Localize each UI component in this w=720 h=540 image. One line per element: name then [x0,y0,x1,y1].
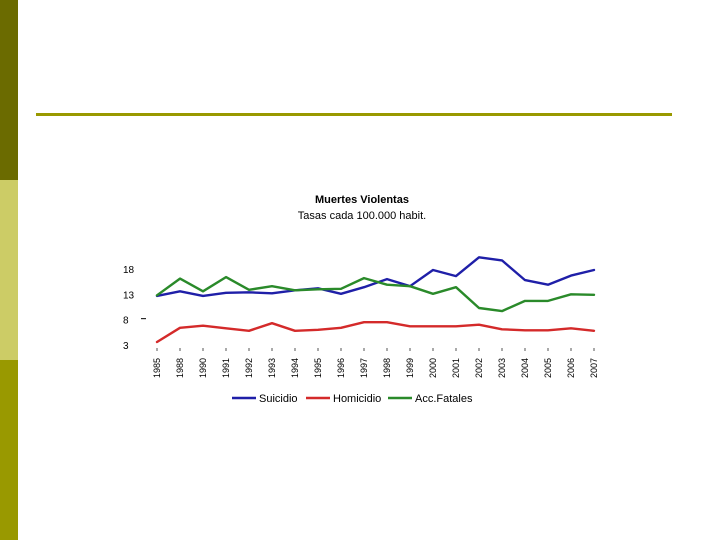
x-tick-label: 1985 [152,358,162,378]
chart-subtitle: Tasas cada 100.000 habit. [298,210,426,222]
x-tick-label: 1991 [221,358,231,378]
sidebar-stripe-light [0,180,18,360]
x-tick-label: 2002 [474,358,484,378]
x-tick-label: 1997 [359,358,369,378]
header-rule [36,113,672,116]
y-tick-label: 13 [123,290,135,301]
x-tick-label: 2007 [589,358,599,378]
x-tick-label: 1988 [175,358,185,378]
x-tick-label: 1995 [313,358,323,378]
x-tick-label: 2006 [566,358,576,378]
x-tick-label: 1996 [336,358,346,378]
y-tick-label: 18 [123,265,135,276]
x-tick-label: 1999 [405,358,415,378]
x-tick-label: 2005 [543,358,553,378]
y-tick-label: 8 [123,316,129,327]
x-tick-label: 1993 [267,358,277,378]
x-tick-label: 1994 [290,358,300,378]
x-tick-label: 1990 [198,358,208,378]
sidebar-stripes [0,0,18,540]
legend-label: Acc.Fatales [415,393,473,405]
legend-label: Suicidio [259,393,298,405]
series-line-suicidio [155,256,596,298]
sidebar-stripe-dark [0,0,18,180]
y-tick-label: 3 [123,341,129,352]
x-tick-label: 2001 [451,358,461,378]
x-tick-label: 1992 [244,358,254,378]
series-line-acc-fatales [155,275,596,313]
x-tick-label: 1998 [382,358,392,378]
sidebar-stripe-mid [0,360,18,540]
legend-label: Homicidio [333,393,381,405]
series-line-homicidio [155,321,596,344]
chart-title: Muertes Violentas [315,194,409,206]
x-tick-label: 2004 [520,358,530,378]
x-tick-label: 2003 [497,358,507,378]
x-tick-label: 2000 [428,358,438,378]
